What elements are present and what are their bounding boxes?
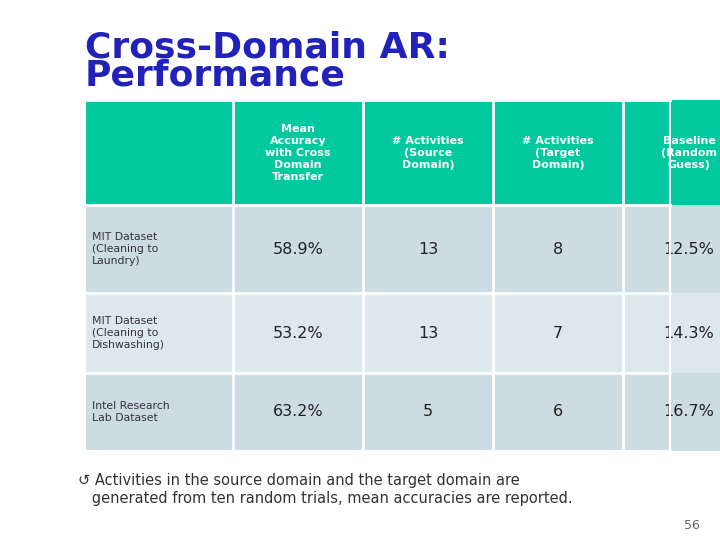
Text: MIT Dataset
(Cleaning to
Laundry): MIT Dataset (Cleaning to Laundry) <box>92 232 158 266</box>
Bar <box>363 293 493 373</box>
Text: 53.2%: 53.2% <box>273 326 323 341</box>
Text: ↺ Activities in the source domain and the target domain are: ↺ Activities in the source domain and th… <box>78 473 520 488</box>
Bar <box>233 100 363 205</box>
Bar <box>493 373 623 451</box>
Bar <box>623 205 720 293</box>
Text: 58.9%: 58.9% <box>273 241 323 256</box>
Bar <box>623 293 720 373</box>
Text: 14.3%: 14.3% <box>664 326 714 341</box>
Bar <box>233 293 363 373</box>
Bar <box>363 100 493 205</box>
Bar <box>85 293 233 373</box>
Text: 7: 7 <box>553 326 563 341</box>
Text: MIT Dataset
(Cleaning to
Dishwashing): MIT Dataset (Cleaning to Dishwashing) <box>92 315 165 350</box>
Text: 13: 13 <box>418 241 438 256</box>
Text: 8: 8 <box>553 241 563 256</box>
Bar <box>623 373 720 451</box>
Text: Performance: Performance <box>85 58 346 92</box>
Bar <box>493 205 623 293</box>
Text: Mean
Accuracy
with Cross
Domain
Transfer: Mean Accuracy with Cross Domain Transfer <box>265 124 330 181</box>
Bar <box>85 373 233 451</box>
Bar <box>623 100 720 205</box>
Bar <box>233 373 363 451</box>
Text: Baseline
(Random
Guess): Baseline (Random Guess) <box>661 136 717 170</box>
Text: # Activities
(Source
Domain): # Activities (Source Domain) <box>392 136 464 170</box>
Text: 12.5%: 12.5% <box>664 241 714 256</box>
Text: 6: 6 <box>553 404 563 420</box>
Bar <box>85 205 233 293</box>
Text: 5: 5 <box>423 404 433 420</box>
Text: 56: 56 <box>684 519 700 532</box>
Bar <box>493 293 623 373</box>
Text: 16.7%: 16.7% <box>664 404 714 420</box>
Text: generated from ten random trials, mean accuracies are reported.: generated from ten random trials, mean a… <box>78 491 572 506</box>
Text: Cross-Domain AR:: Cross-Domain AR: <box>85 30 450 64</box>
Text: 63.2%: 63.2% <box>273 404 323 420</box>
Text: # Activities
(Target
Domain): # Activities (Target Domain) <box>522 136 594 170</box>
Bar <box>363 373 493 451</box>
Bar <box>85 100 233 205</box>
Bar <box>493 100 623 205</box>
Bar <box>363 205 493 293</box>
Bar <box>233 205 363 293</box>
Text: 13: 13 <box>418 326 438 341</box>
Text: Intel Research
Lab Dataset: Intel Research Lab Dataset <box>92 401 170 423</box>
